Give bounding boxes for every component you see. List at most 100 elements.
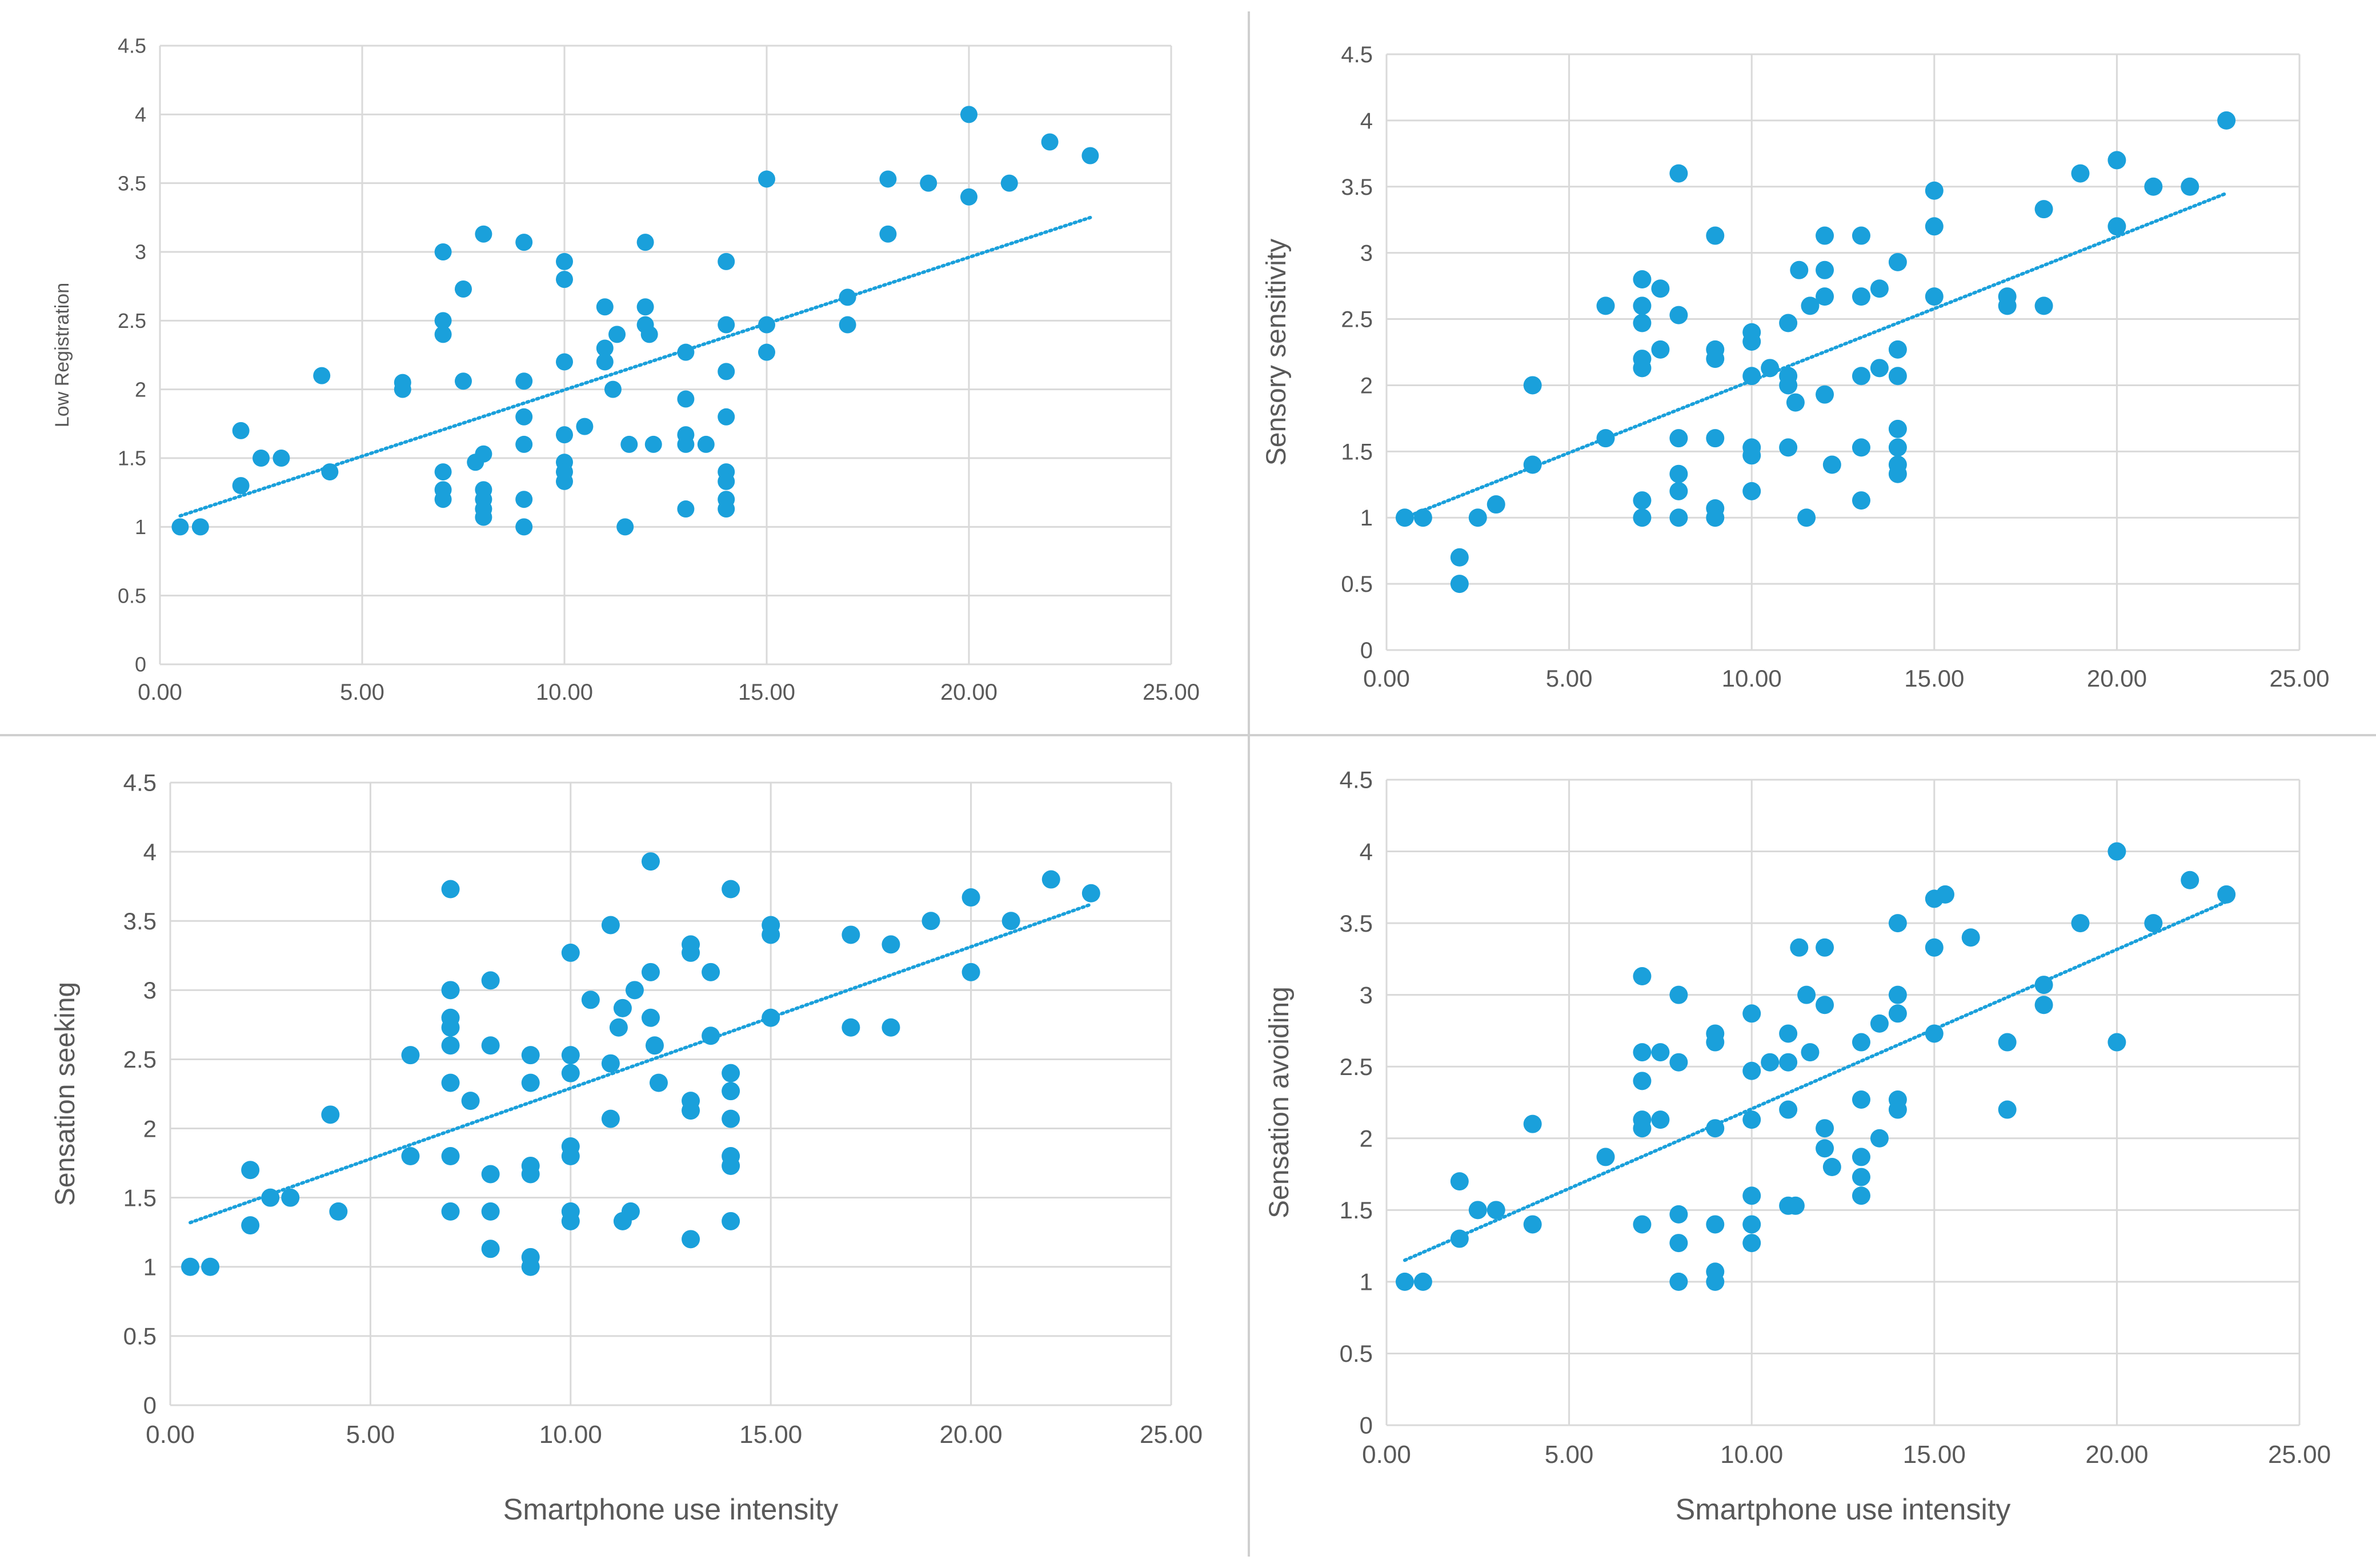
data-point (682, 1101, 700, 1120)
data-point (441, 1073, 460, 1092)
x-tick-label: 0.00 (146, 1421, 195, 1449)
data-point (882, 935, 900, 954)
data-point (1450, 1172, 1469, 1191)
data-point (1395, 1272, 1414, 1291)
x-tick-label: 15.00 (1904, 665, 1964, 692)
data-point (842, 925, 860, 944)
data-point (1998, 1033, 2017, 1052)
y-tick-label: 0 (143, 1392, 157, 1419)
data-point (1486, 495, 1505, 514)
data-point (441, 1036, 460, 1055)
y-tick-label: 3 (135, 240, 146, 264)
data-point (621, 1202, 640, 1221)
data-point (1786, 1196, 1805, 1215)
trendline (189, 903, 1093, 1225)
data-point (1633, 967, 1652, 986)
data-point (1041, 870, 1060, 889)
data-point (1081, 147, 1099, 165)
data-point (2034, 996, 2053, 1014)
y-tick-label: 2 (1360, 1125, 1373, 1152)
data-point (394, 380, 411, 398)
data-point (1742, 1215, 1761, 1234)
data-point (1870, 279, 1889, 298)
data-point (181, 1257, 200, 1276)
data-point (1822, 455, 1841, 474)
data-point (1870, 359, 1889, 378)
data-point (1801, 1043, 1820, 1062)
data-point (1669, 164, 1688, 183)
data-point (1633, 1072, 1652, 1090)
data-point (561, 1046, 580, 1065)
data-point (1633, 296, 1652, 315)
data-point (1790, 938, 1809, 957)
y-tick-label: 3 (1360, 981, 1373, 1008)
data-point (697, 435, 715, 453)
data-point (1925, 287, 1944, 306)
x-tick-label: 5.00 (1546, 665, 1593, 692)
data-point (1888, 985, 1907, 1004)
x-tick-label: 10.00 (536, 680, 593, 705)
data-point (1852, 1148, 1870, 1166)
x-tick-label: 15.00 (738, 680, 795, 705)
data-point (641, 963, 660, 981)
y-tick-label: 4 (143, 839, 157, 865)
data-point (722, 1156, 740, 1175)
x-tick-label: 25.00 (1143, 680, 1200, 705)
data-point (601, 916, 620, 935)
x-tick-label: 20.00 (2087, 665, 2147, 692)
y-tick-label: 1 (135, 515, 146, 539)
y-tick-label: 2.5 (1341, 307, 1373, 332)
data-point (481, 1036, 500, 1055)
data-point (1669, 482, 1688, 500)
data-point (481, 1240, 500, 1258)
data-point (1742, 1234, 1761, 1253)
y-tick-label: 1 (143, 1253, 157, 1280)
trendline (1403, 191, 2229, 520)
data-point (1523, 1114, 1542, 1133)
data-point (1925, 1024, 1944, 1043)
y-tick-label: 1 (1360, 506, 1373, 531)
data-point (842, 1018, 860, 1037)
data-point (1523, 376, 1542, 395)
data-point (1413, 1272, 1432, 1291)
y-tick-label: 1 (1360, 1269, 1373, 1296)
y-axis-title: Sensation seeking (50, 982, 81, 1206)
data-point (1651, 279, 1670, 298)
data-point (461, 1092, 480, 1110)
data-point (1816, 996, 1834, 1014)
data-point (329, 1202, 348, 1221)
data-point (201, 1257, 220, 1276)
data-point (1852, 1186, 1870, 1205)
data-point (1633, 491, 1652, 510)
data-point (515, 491, 533, 508)
data-point (1669, 306, 1688, 324)
data-point (401, 1046, 420, 1065)
vertical-divider (1248, 11, 1250, 1557)
data-point (1669, 1053, 1688, 1072)
data-point (718, 408, 735, 426)
y-tick-label: 3.5 (123, 908, 157, 935)
data-point (1779, 1024, 1798, 1043)
x-tick-label: 5.00 (340, 680, 384, 705)
data-point (441, 880, 460, 899)
x-axis-title: Smartphone use intensity (503, 1493, 839, 1526)
data-point (1633, 508, 1652, 527)
data-point (401, 1147, 420, 1165)
data-point (960, 188, 977, 206)
data-point (1633, 359, 1652, 378)
data-point (1888, 914, 1907, 933)
data-point (1669, 429, 1688, 448)
y-tick-label: 0 (1360, 1412, 1373, 1439)
data-point (718, 363, 735, 380)
data-point (434, 491, 452, 508)
data-point (1742, 1004, 1761, 1023)
y-tick-label: 2 (135, 378, 146, 401)
data-point (191, 518, 209, 536)
panel-sensation-avoiding: 0 0.5 1 1.5 2 2.5 3 3.5 4 4.5 0.00 5.00 10.00 15.00 2… (1264, 767, 2331, 1526)
x-tick-label: 5.00 (346, 1421, 395, 1449)
data-point (481, 1202, 500, 1221)
data-point (1852, 438, 1870, 457)
plot-area (160, 46, 1171, 664)
data-point (1888, 419, 1907, 438)
data-point (1998, 1100, 2017, 1119)
